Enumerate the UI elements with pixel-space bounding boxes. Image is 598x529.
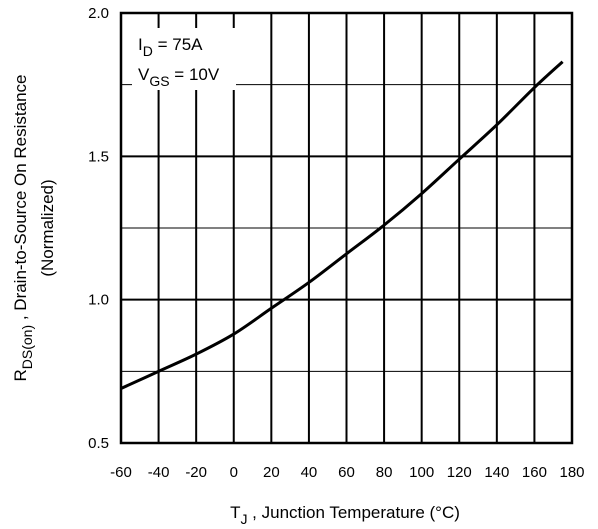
x-tick-label: 100 <box>409 464 434 481</box>
y-tick-label: 1.5 <box>88 148 109 165</box>
series-line <box>120 60 564 390</box>
x-tick-label: -20 <box>185 464 207 481</box>
x-axis-label: TJ , Junction Temperature (°C) <box>230 503 460 527</box>
plot-frame <box>119 11 574 445</box>
x-tick-label: 160 <box>522 464 547 481</box>
x-tick-label: 80 <box>376 464 393 481</box>
x-tick-label: 0 <box>230 464 238 481</box>
x-tick-labels: -60 -40 -20 0 20 40 60 80 100 120 140 160 180 <box>110 464 584 481</box>
x-tick-label: 140 <box>484 464 509 481</box>
y-axis-label: RDS(on) , Drain-to-Source On Resistance <box>11 74 35 381</box>
x-tick-label: -40 <box>148 464 170 481</box>
x-tick-label: 20 <box>263 464 280 481</box>
x-tick-label: 40 <box>301 464 318 481</box>
annotation-box: ID = 75A VGS = 10V <box>132 28 236 90</box>
y-tick-labels: 0.5 1.0 1.5 2.0 <box>88 5 109 452</box>
x-tick-label: 60 <box>338 464 355 481</box>
annotation-background <box>132 28 236 90</box>
x-tick-label: 120 <box>447 464 472 481</box>
y-axis-label-normalized: (Normalized) <box>38 179 57 276</box>
annotation-vgs: VGS = 10V <box>138 65 220 89</box>
x-tick-label: -60 <box>110 464 132 481</box>
y-tick-label: 0.5 <box>88 435 109 452</box>
y-tick-label: 1.0 <box>88 292 109 309</box>
x-tick-label: 180 <box>559 464 584 481</box>
annotation-id: ID = 75A <box>138 35 203 59</box>
y-tick-label: 2.0 <box>88 5 109 22</box>
